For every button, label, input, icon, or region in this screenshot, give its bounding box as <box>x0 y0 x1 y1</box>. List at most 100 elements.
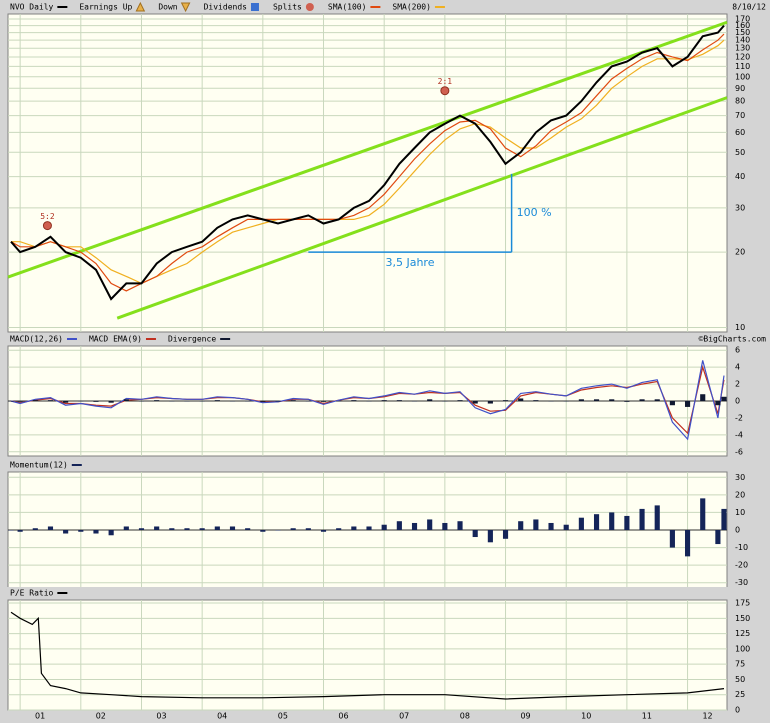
bar <box>245 528 251 530</box>
bar <box>108 401 114 403</box>
legend-strip <box>0 1 770 13</box>
bar <box>93 530 99 534</box>
bar <box>533 400 539 401</box>
bar <box>17 401 23 402</box>
legend-label: MACD EMA(9) <box>89 335 142 344</box>
bar <box>700 394 706 401</box>
y-tick-label: 160 <box>735 21 750 30</box>
date-label: 8/10/12 <box>732 3 766 12</box>
bar <box>138 401 145 402</box>
bar <box>721 396 727 401</box>
bar <box>78 401 84 402</box>
bar <box>336 401 342 402</box>
bar <box>684 401 691 407</box>
bar <box>487 530 493 543</box>
y-tick-label: 100 <box>735 72 750 81</box>
bar <box>351 400 357 401</box>
bar <box>108 530 114 536</box>
series-line <box>10 24 725 301</box>
bar <box>199 401 205 402</box>
bar <box>229 401 236 402</box>
split-marker <box>42 221 52 231</box>
legend-swatch <box>305 3 314 11</box>
bar <box>654 399 660 401</box>
bar <box>138 528 145 530</box>
bar <box>184 528 190 530</box>
y-tick-label: -6 <box>735 447 743 456</box>
bracket-label: 3,5 Jahre <box>385 256 434 269</box>
bar <box>275 530 281 531</box>
bar <box>472 530 478 538</box>
series-line <box>11 39 725 285</box>
bar <box>154 400 160 401</box>
legend-strip <box>0 587 770 599</box>
bar <box>336 528 342 530</box>
bar <box>290 400 296 401</box>
x-tick-label: 10 <box>581 712 591 721</box>
legend-label: Dividends <box>204 3 248 12</box>
legend-label: Splits <box>273 3 302 12</box>
bar <box>381 400 387 401</box>
bar <box>411 401 418 402</box>
legend-label: SMA(200) <box>392 3 431 12</box>
plot-area <box>7 13 728 333</box>
bar <box>17 530 23 532</box>
bar <box>487 401 493 404</box>
trend-line <box>7 20 728 279</box>
legend-label: MACD(12,26) <box>10 335 63 344</box>
y-tick-label: -2 <box>735 413 743 422</box>
y-tick-label: -30 <box>735 578 748 587</box>
bar <box>366 526 372 530</box>
split-marker <box>440 86 450 96</box>
bar <box>123 399 129 401</box>
bar <box>609 512 615 530</box>
bar <box>47 526 54 530</box>
bar <box>533 519 539 530</box>
y-tick-label: -20 <box>735 561 748 570</box>
bar <box>245 401 251 402</box>
bracket-label: 100 % <box>517 206 552 219</box>
bar <box>715 401 721 406</box>
plot-area <box>7 599 728 711</box>
bar <box>154 526 160 530</box>
x-tick-label: 06 <box>338 712 348 721</box>
bar <box>123 526 129 530</box>
y-tick-label: 60 <box>735 128 745 137</box>
bar <box>320 530 327 532</box>
y-tick-label: 80 <box>735 97 745 106</box>
bar <box>442 522 448 530</box>
bar <box>169 528 175 530</box>
y-tick-label: 50 <box>735 148 745 157</box>
split-label: 2:1 <box>438 77 453 86</box>
x-tick-label: 11 <box>642 712 652 721</box>
bar <box>427 519 433 530</box>
legend-swatch <box>250 3 259 11</box>
bar <box>502 530 509 539</box>
y-tick-label: 20 <box>735 490 745 499</box>
bar <box>563 401 569 402</box>
y-tick-label: 25 <box>735 690 745 699</box>
y-tick-label: 120 <box>735 52 750 61</box>
bar <box>548 522 554 530</box>
bar <box>624 401 630 402</box>
legend-label: Momentum(12) <box>10 461 68 470</box>
y-tick-label: 125 <box>735 629 750 638</box>
bar <box>593 514 600 530</box>
y-tick-label: 130 <box>735 44 750 53</box>
y-tick-label: 20 <box>735 248 745 257</box>
bar <box>8 401 14 402</box>
series-line <box>10 33 725 292</box>
legend-strip <box>0 459 770 471</box>
y-tick-label: 6 <box>735 346 740 355</box>
y-tick-label: 70 <box>735 111 745 120</box>
bar <box>411 522 418 530</box>
bar <box>32 400 38 401</box>
bar <box>32 528 38 530</box>
bar <box>290 528 296 530</box>
bar <box>721 508 727 530</box>
bar <box>518 521 524 530</box>
x-tick-label: 03 <box>156 712 166 721</box>
y-tick-label: 0 <box>735 526 740 535</box>
legend-strip <box>0 333 770 345</box>
